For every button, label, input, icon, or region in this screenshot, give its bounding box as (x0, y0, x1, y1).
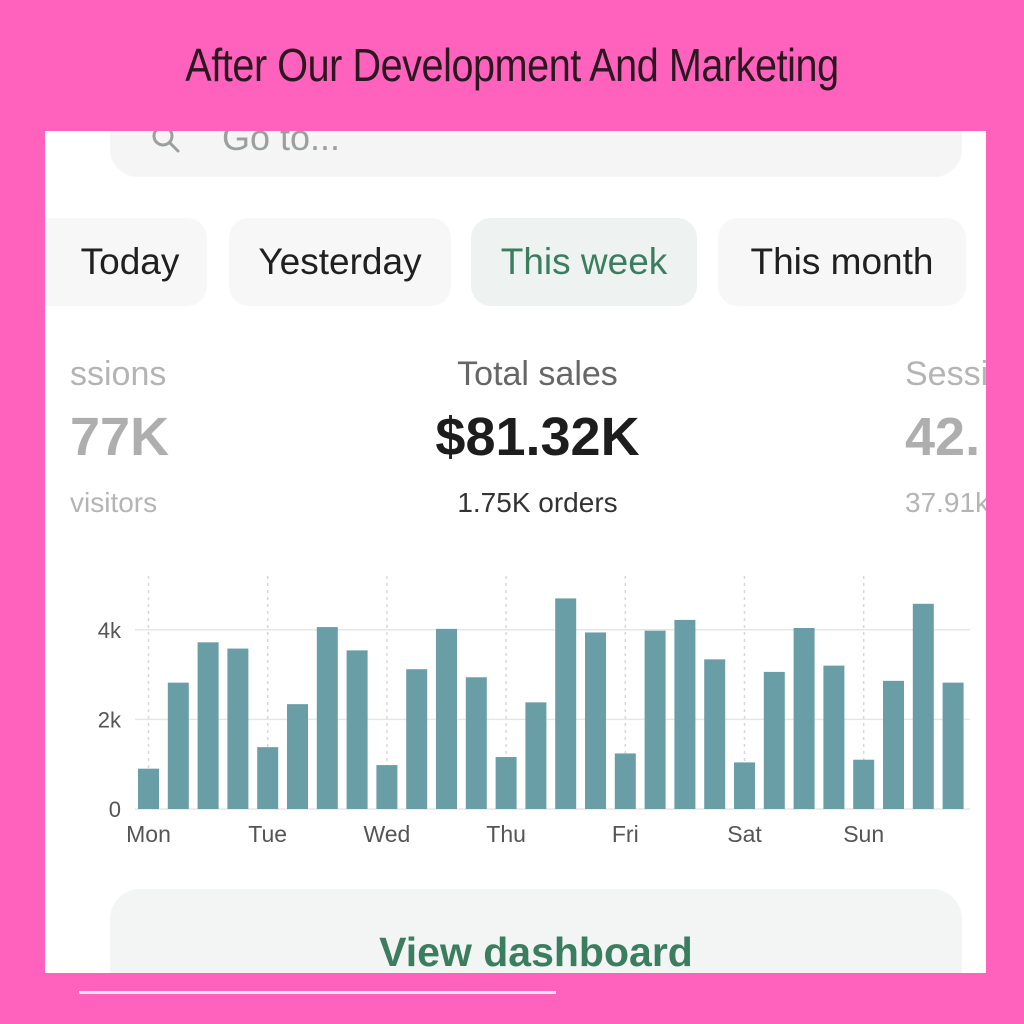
y-tick-label: 2k (98, 707, 122, 732)
chart-bar (555, 598, 577, 809)
stat-left-value: 77K (70, 407, 170, 467)
chart-bar (287, 704, 308, 809)
chart-bar (883, 680, 904, 809)
chart-bar (406, 669, 428, 809)
chart-bar (734, 762, 755, 809)
chart-bar (585, 632, 606, 809)
view-dashboard-label: View dashboard (379, 929, 693, 973)
chart-bar (227, 648, 249, 809)
app-screenshot-card: Go to... Today Yesterday This week This … (45, 131, 986, 973)
tab-yesterday[interactable]: Yesterday (229, 218, 451, 306)
stat-right-sub: 37.91k (905, 487, 986, 518)
search-icon (152, 131, 180, 153)
tab-this-month[interactable]: This month (718, 218, 966, 306)
tab-this-month-label: This month (750, 241, 934, 282)
stat-right-value: 42. (905, 407, 981, 467)
chart-bar (138, 768, 159, 809)
orders-count: 1.75K orders (457, 487, 618, 518)
total-sales-label: Total sales (457, 355, 618, 393)
y-tick-label: 4k (98, 618, 122, 643)
chart-bar (704, 659, 726, 809)
search-input[interactable]: Go to... (222, 131, 341, 158)
total-sales-value: $81.32K (435, 407, 640, 467)
chart-bar (823, 665, 845, 809)
chart-bar (465, 677, 487, 809)
page-headline: After Our Development And Marketing (185, 39, 839, 91)
chart-bar (912, 603, 934, 809)
chart-bar (644, 630, 666, 809)
chart-bar (853, 759, 875, 809)
stat-right-label: Sessi (905, 355, 986, 393)
chart-bar (942, 682, 964, 809)
x-tick-label: Sat (727, 821, 762, 847)
stat-left-sub: visitors (70, 487, 158, 518)
chart-bar (793, 627, 815, 809)
y-tick-label: 0 (109, 797, 121, 822)
x-tick-label: Mon (126, 821, 171, 847)
chart-bar (495, 757, 517, 809)
chart-bar (763, 671, 785, 809)
search-bar[interactable]: Go to... (110, 131, 962, 177)
chart-bar (197, 642, 219, 809)
divider-line (79, 991, 556, 994)
chart-bar (167, 682, 189, 809)
chart-bar (525, 702, 547, 809)
sales-bar-chart: 0 2k 4k Mon Tue Wed Thu Fri Sat Sun (98, 576, 970, 847)
chart-bar (674, 619, 696, 809)
tab-this-week[interactable]: This week (471, 218, 697, 306)
chart-bar (436, 628, 457, 809)
chart-bar (614, 753, 636, 809)
view-dashboard-button[interactable]: View dashboard (110, 889, 962, 973)
x-tick-label: Sun (843, 821, 884, 847)
x-tick-label: Thu (486, 821, 526, 847)
x-tick-label: Fri (612, 821, 639, 847)
chart-bar (257, 747, 279, 809)
chart-bar (346, 650, 368, 809)
tab-this-week-label: This week (500, 241, 668, 282)
tab-yesterday-label: Yesterday (258, 241, 422, 282)
tab-today[interactable]: Today (45, 218, 207, 306)
chart-bar (376, 765, 398, 809)
tab-today-label: Today (80, 241, 180, 282)
x-tick-label: Wed (363, 821, 410, 847)
stat-left-label: ssions (70, 355, 167, 393)
chart-bar (316, 627, 338, 809)
x-tick-label: Tue (248, 821, 287, 847)
